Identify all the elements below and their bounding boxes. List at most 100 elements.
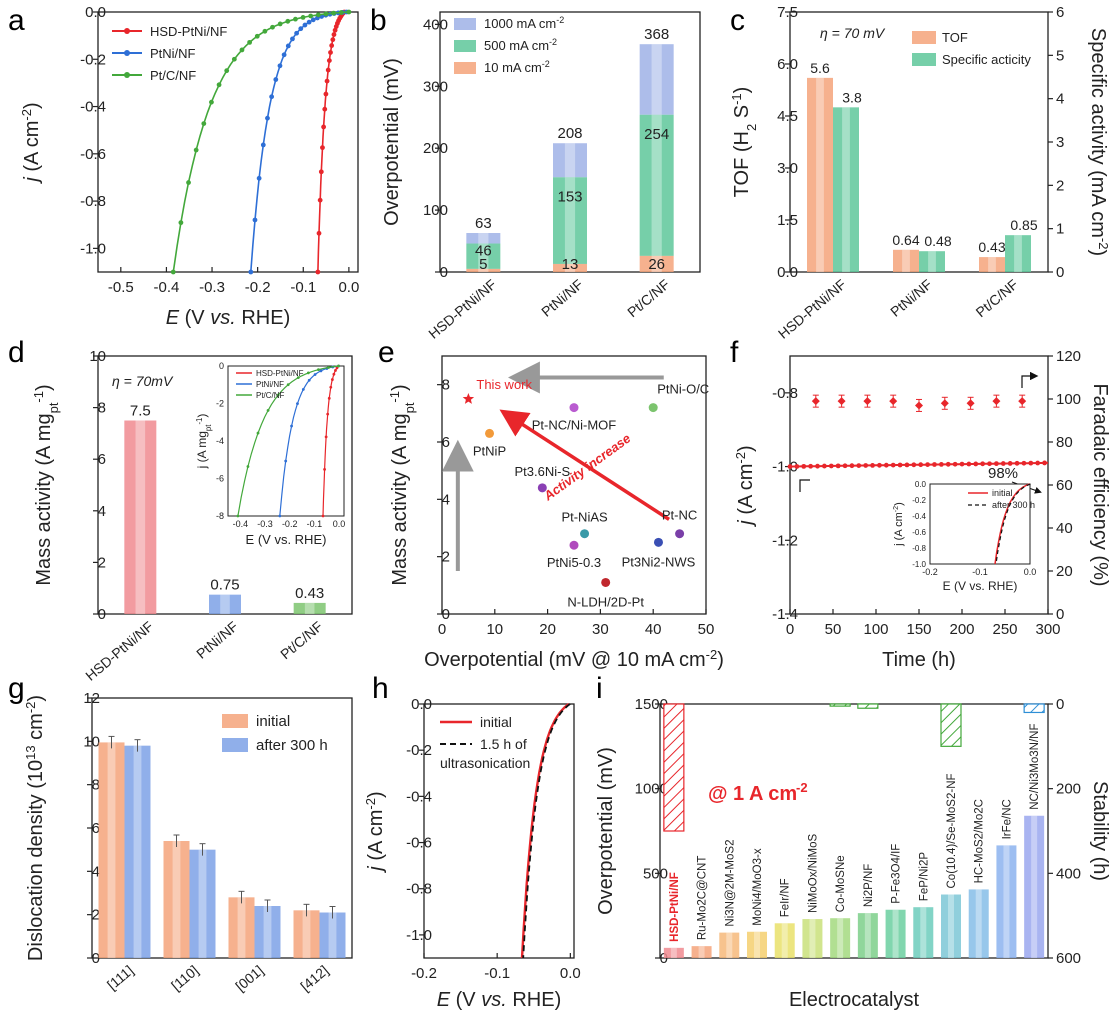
d-bar-1	[209, 594, 241, 614]
f-right-axis-arrow	[1021, 371, 1039, 388]
f-inset-y-tick-label: -0.2	[912, 496, 926, 505]
f-yr-tick-label: 80	[1056, 434, 1073, 451]
b-bar-10-1-highlight	[564, 263, 576, 272]
f-current-point	[911, 462, 917, 468]
i-overpotential-bar-13-highlight	[1031, 815, 1038, 958]
c-bar-specific-1-highlight	[928, 251, 936, 272]
e-point-2	[569, 403, 579, 413]
a-series-point-2	[270, 24, 275, 30]
d-inset-point-0	[323, 467, 326, 471]
a-y-tick-label: -0.2	[80, 51, 106, 68]
f-inset-y-axis-label: j (A cm-2)	[892, 502, 905, 547]
e-point-label-0: This work	[476, 377, 532, 392]
i-category-label-0: HSD-PtNi/NF	[669, 872, 681, 942]
f-yl-tick-label: -0.8	[772, 385, 798, 402]
i-overpotential-bar-11	[968, 889, 989, 958]
b-value-label-1000-2: 368	[644, 26, 669, 43]
a-series-point-1	[277, 63, 283, 69]
a-y-tick-label: -0.8	[80, 193, 106, 210]
g-bar-0-2	[228, 897, 255, 958]
d-inset-frame	[227, 365, 345, 517]
a-series-point-2	[323, 11, 329, 17]
f-current-point	[952, 461, 958, 467]
h-x-tick-label: 0.0	[560, 965, 581, 982]
d-category-label-1: PtNi/NF	[193, 618, 241, 662]
panel-label-f: f	[730, 336, 739, 369]
i-overpotential-bar-1-highlight	[698, 946, 705, 958]
a-series-point-2	[346, 9, 352, 15]
f-current-point	[904, 462, 910, 468]
g-bar-0-3	[293, 910, 320, 958]
f-fe-point-0	[811, 397, 820, 406]
panel-label-e: e	[378, 336, 395, 369]
i-overpotential-bar-4-highlight	[781, 923, 788, 958]
b-category-label-2: Pt/C/NF	[624, 276, 672, 320]
g-category-label-0: [111]	[104, 962, 137, 993]
a-series-point-1	[306, 19, 312, 25]
c-yr-tick-label: 2	[1056, 177, 1064, 194]
f-current-point	[938, 462, 944, 467]
g-bar-1-3-highlight	[328, 912, 337, 958]
d-inset-point-1	[301, 387, 305, 391]
a-x-tick-label: -0.1	[290, 279, 316, 296]
e-x-tick-label: 40	[645, 621, 662, 638]
g-category-label-2: [001]	[232, 962, 266, 994]
f-x-tick-label: 300	[1035, 621, 1060, 638]
i-overpotential-bar-10-highlight	[948, 894, 954, 958]
d-inset-point-2	[266, 409, 270, 412]
f-yr-tick-label: 120	[1056, 348, 1081, 365]
f-yl-tick-label: -1.4	[772, 606, 798, 623]
plot-frame	[441, 355, 707, 615]
g-bar-1-0	[124, 745, 151, 958]
b-legend-swatch-2	[454, 62, 476, 74]
i-overpotential-bar-2	[719, 932, 740, 958]
i-overpotential-bar-3-highlight	[754, 931, 760, 958]
i-x-axis-label: Electrocatalyst	[789, 989, 919, 1011]
f-fe-point-2	[863, 397, 872, 406]
i-category-label-3: MoNi4/MoO3-x	[752, 848, 764, 926]
f-current-point	[856, 463, 862, 468]
b-bar-10-0	[466, 268, 501, 272]
i-overpotential-bar-0-highlight	[670, 947, 677, 958]
c-bar-specific-0-highlight	[842, 107, 850, 272]
a-series-point-1	[290, 36, 295, 42]
e-x-tick-label: 50	[698, 621, 715, 638]
f-current-point	[863, 463, 869, 468]
e-x-tick-label: 20	[539, 621, 556, 638]
f-inset-frame	[929, 483, 1031, 565]
i-category-label-12: IrFe/NC	[1001, 799, 1013, 839]
i-overpotential-bar-1	[691, 946, 712, 958]
g-bar-0-1-highlight	[172, 841, 181, 958]
a-series-point-1	[273, 77, 279, 82]
e-point-label-5: Pt-NiAS	[561, 510, 608, 525]
f-fe-point-7	[992, 397, 1001, 406]
c-right-axis-label: Specific activity (mA cm-2)	[1087, 28, 1112, 256]
c-left-axis-label: TOF (H2 S-1)	[729, 87, 759, 198]
b-value-label-10-0: 5	[479, 256, 487, 273]
a-series-point-0	[333, 24, 339, 29]
f-fe-point-3	[889, 397, 898, 406]
d-inset-point-0	[321, 514, 325, 518]
c-yl-tick-label: 3.0	[777, 160, 798, 177]
f-current-point	[808, 463, 814, 469]
f-yr-tick-label: 20	[1056, 563, 1073, 580]
g-legend-swatch-0	[222, 714, 248, 728]
i-overpotential-bar-0	[663, 947, 684, 958]
b-category-label-0: HSD-PtNi/NF	[425, 276, 499, 342]
f-fe-point-1	[837, 397, 846, 406]
e-point-4	[537, 483, 547, 493]
c-legend-swatch-1	[912, 53, 936, 66]
i-yl-tick-label: 500	[643, 865, 668, 882]
g-category-label-3: [412]	[297, 962, 331, 994]
c-yl-tick-label: 0.0	[777, 264, 798, 281]
a-series-point-2	[338, 10, 344, 15]
c-legend-label-1: Specific acticity	[942, 52, 1031, 67]
i-yl-tick-label: 1000	[635, 781, 668, 798]
b-bar-1000-0-highlight	[478, 233, 489, 244]
i-annotation-sup: -2	[796, 780, 808, 795]
c-value-label-tof-1: 0.64	[892, 232, 919, 248]
a-series-point-0	[320, 145, 325, 151]
f-current-point	[1021, 460, 1027, 466]
g-legend-label-1: after 300 h	[256, 737, 328, 754]
d-inset-x-tick-label: -0.3	[257, 519, 273, 529]
